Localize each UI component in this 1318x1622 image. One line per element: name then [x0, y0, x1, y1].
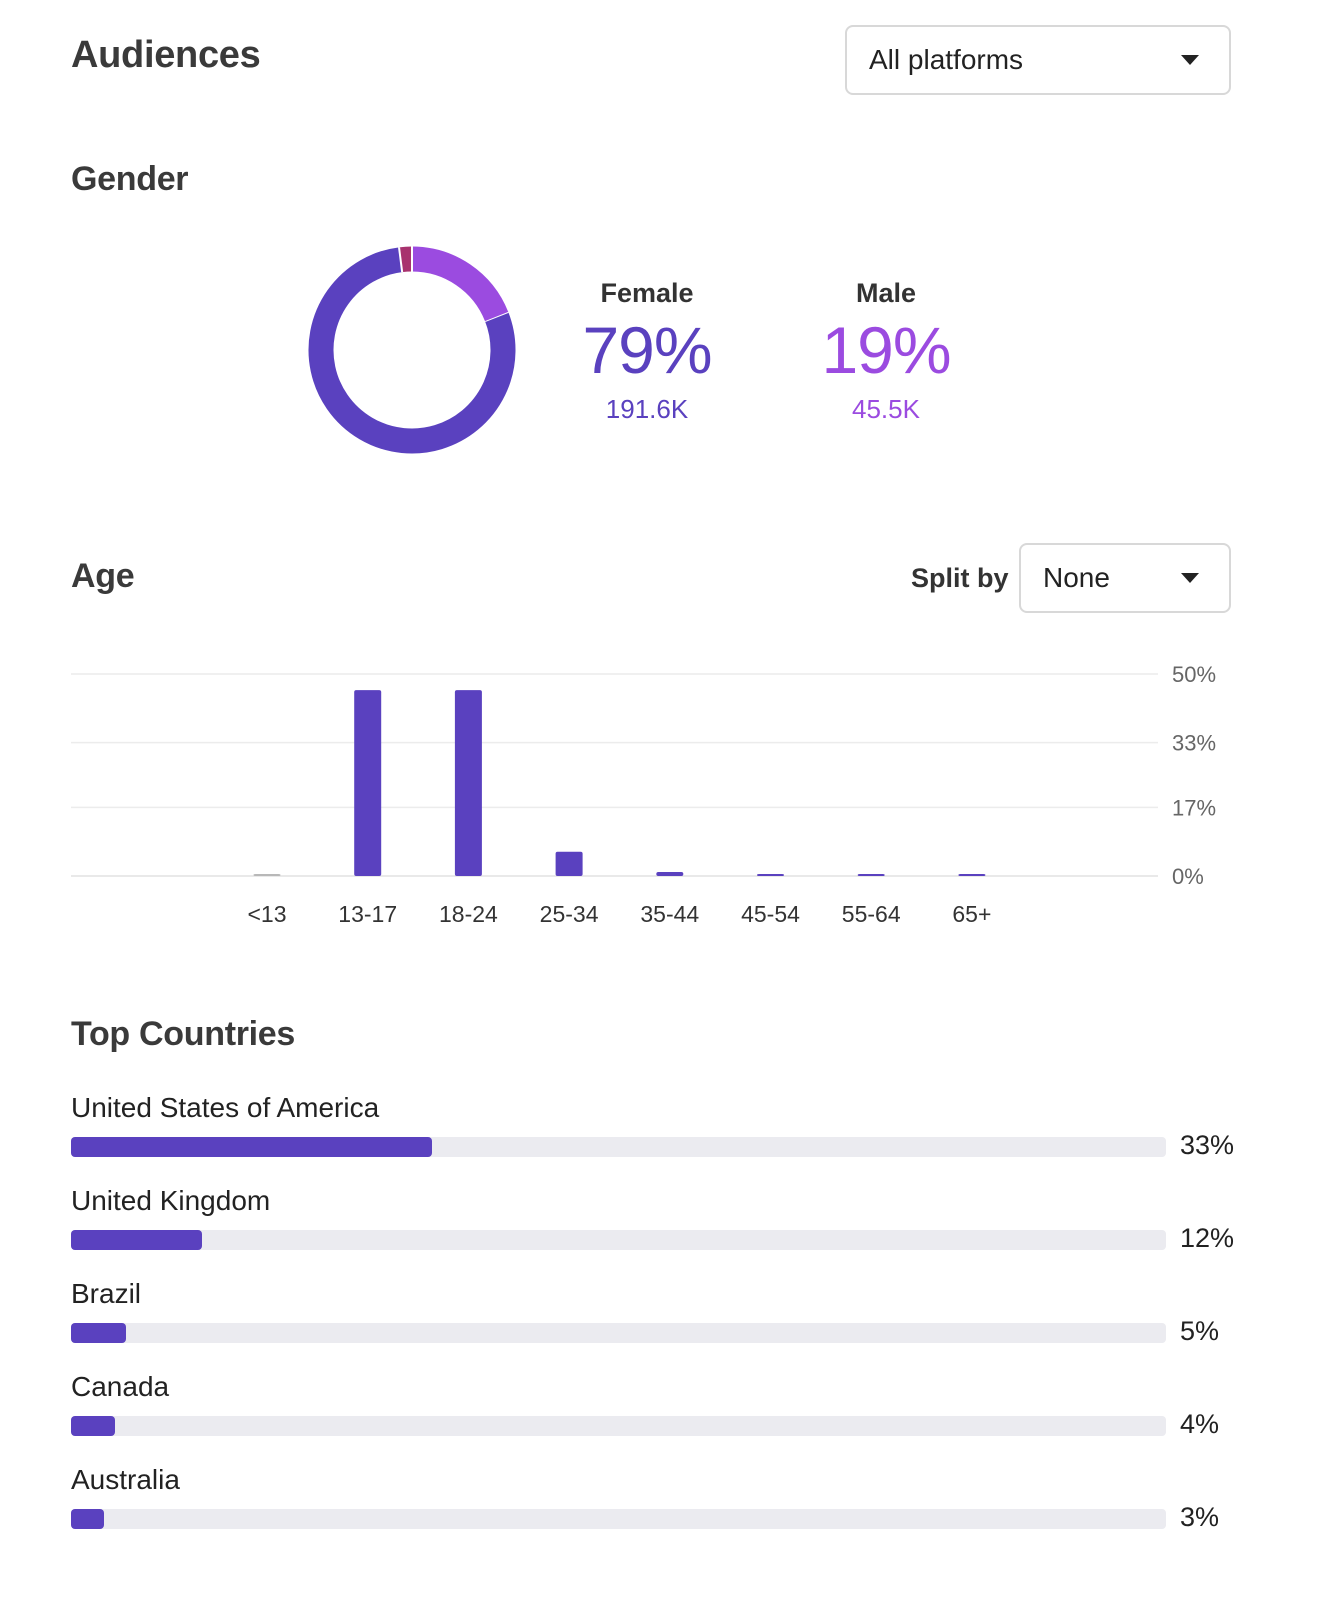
country-bar-track [71, 1509, 1166, 1529]
country-percent: 12% [1180, 1223, 1235, 1253]
platform-select[interactable]: All platforms [845, 25, 1231, 95]
x-tick-label: 45-54 [741, 901, 800, 927]
x-tick-label: 55-64 [842, 901, 901, 927]
country-name: Australia [71, 1464, 180, 1495]
country-percent: 4% [1180, 1409, 1220, 1439]
x-tick-label: 18-24 [439, 901, 498, 927]
country-name: United States of America [71, 1092, 380, 1123]
bar-55-64[interactable] [857, 874, 885, 876]
y-tick-label: 17% [1172, 795, 1216, 820]
donut-segment-female [308, 247, 516, 454]
female-label: Female [600, 278, 694, 308]
bar-35-44[interactable] [656, 871, 684, 876]
country-name: United Kingdom [71, 1185, 271, 1216]
bar-45-54[interactable] [757, 874, 784, 876]
country-percent: 3% [1180, 1502, 1220, 1532]
split-by-value: None [1043, 562, 1110, 593]
bar-13-17[interactable] [354, 690, 382, 876]
country-bar-fill [71, 1137, 433, 1157]
country-bar-track [71, 1137, 1166, 1157]
top-countries-title: Top Countries [71, 1015, 296, 1053]
donut-segment-other [399, 246, 413, 273]
platform-select-value: All platforms [869, 44, 1024, 75]
bar-18-24[interactable] [454, 690, 482, 876]
bar-65+[interactable] [958, 874, 986, 876]
female-count: 191.6K [605, 394, 689, 424]
age-bar-chart: 50% 33% 17% 0% <13 13-17 18-24 25-34 35-44 45-54… [71, 662, 1216, 927]
x-tick-label: 65+ [952, 901, 991, 927]
country-bar-fill [71, 1230, 203, 1250]
country-bar-fill [71, 1509, 104, 1529]
gender-title: Gender [71, 160, 189, 198]
country-percent: 5% [1180, 1316, 1220, 1346]
country-bar-track [71, 1323, 1166, 1343]
split-by-label: Split by [911, 563, 1009, 593]
x-tick-label: 25-34 [540, 901, 599, 927]
country-bar-track [71, 1416, 1166, 1436]
donut-separator [398, 247, 404, 273]
page-title: Audiences [71, 34, 261, 76]
x-tick-label: 13-17 [338, 901, 397, 927]
female-percent: 79% [582, 313, 712, 387]
country-name: Canada [71, 1371, 170, 1402]
country-bar-fill [71, 1323, 126, 1343]
x-tick-label: 35-44 [640, 901, 699, 927]
country-bar-track [71, 1230, 1166, 1250]
x-tick-label: <13 [247, 901, 286, 927]
chevron-down-icon [1181, 55, 1199, 65]
donut-segment-male [411, 246, 509, 322]
gender-donut [308, 246, 516, 454]
country-name: Brazil [71, 1278, 142, 1309]
y-tick-label: 50% [1172, 662, 1216, 687]
bar-<13[interactable] [253, 874, 281, 876]
male-count: 45.5K [852, 394, 920, 424]
country-bar-fill [71, 1416, 115, 1436]
y-tick-label: 0% [1172, 864, 1204, 889]
y-tick-label: 33% [1172, 731, 1216, 756]
bar-25-34[interactable] [555, 851, 583, 876]
split-by-select[interactable]: None [1019, 543, 1231, 613]
chevron-down-icon [1181, 573, 1199, 583]
male-percent: 19% [821, 313, 951, 387]
country-percent: 33% [1180, 1130, 1235, 1160]
male-label: Male [855, 278, 917, 308]
age-title: Age [71, 557, 135, 595]
